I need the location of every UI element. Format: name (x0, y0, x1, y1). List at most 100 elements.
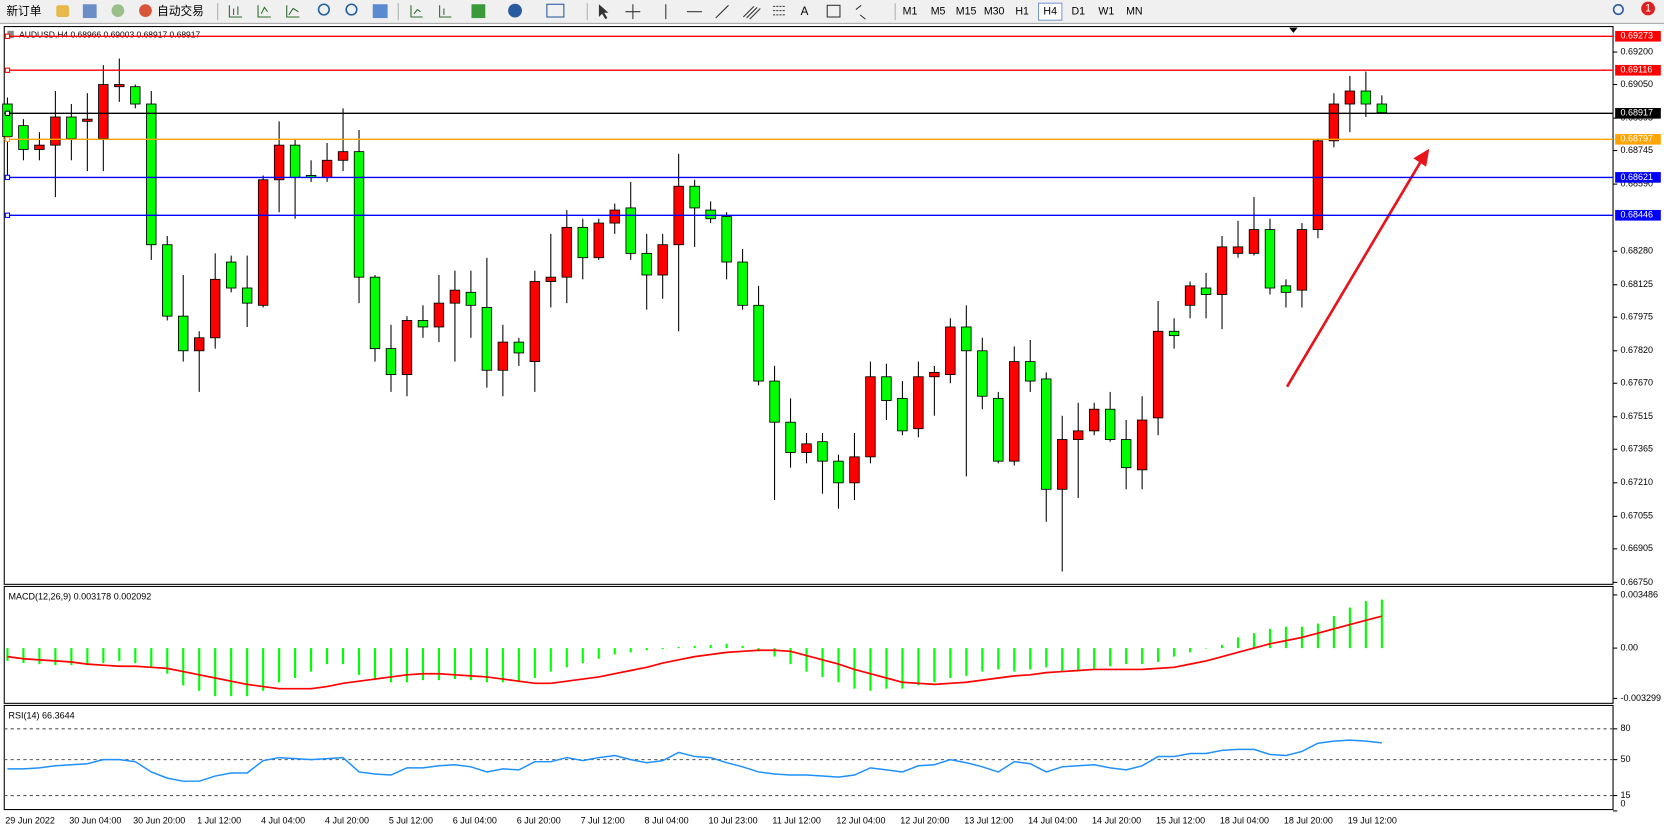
icon[interactable] (257, 5, 271, 18)
fibo-tool[interactable] (773, 5, 786, 16)
macd-bar (1173, 648, 1176, 657)
icon[interactable] (439, 5, 452, 18)
new-order-button[interactable]: 新订单 (6, 4, 41, 18)
timeframe-button[interactable]: H1 (1015, 5, 1029, 17)
candle-body (529, 281, 541, 363)
annotation-arrow (1285, 160, 1422, 388)
x-tick-label: 14 Jul 20:00 (1092, 816, 1141, 826)
timeframe-button[interactable]: M15 (956, 5, 977, 17)
y-tick-label: 0.68590 (1620, 178, 1653, 188)
candle-body (194, 337, 205, 352)
timeframe-button[interactable]: H4 (1043, 5, 1057, 17)
icon[interactable] (56, 5, 70, 17)
timeframe-button[interactable]: M30 (984, 5, 1005, 17)
cursor-tool[interactable] (598, 4, 609, 20)
macd-bar (357, 648, 361, 675)
candle-body (465, 291, 477, 306)
x-tick-label: 6 Jul 04:00 (453, 816, 497, 826)
y-tick-label: 0.67055 (1620, 511, 1653, 521)
y-tick-label: 0.66905 (1620, 543, 1653, 553)
macd-bar (1157, 648, 1160, 662)
notification-badge[interactable] (1641, 1, 1655, 16)
y-tick-label: -0.003299 (1620, 693, 1661, 703)
candle-body (1009, 361, 1020, 462)
zoom-out[interactable] (345, 3, 358, 16)
zoom-in[interactable] (317, 3, 330, 16)
arrows-tool[interactable] (855, 4, 866, 20)
macd-bar (933, 648, 936, 683)
x-tick-label: 4 Jul 20:00 (325, 816, 369, 826)
notification-count[interactable]: 1 (1645, 2, 1651, 14)
candle-body (369, 276, 381, 350)
icon[interactable] (286, 5, 300, 18)
macd-bar (437, 648, 440, 681)
crosshair-tool[interactable] (625, 4, 641, 20)
price-label-bg (1615, 172, 1661, 183)
icon[interactable] (471, 4, 486, 19)
macd-bar (118, 648, 121, 661)
macd-bar (1093, 648, 1096, 670)
candle-body (289, 144, 301, 179)
x-tick-label: 10 Jul 23:00 (709, 816, 758, 826)
candle-body (98, 84, 109, 140)
macd-bar (1189, 648, 1192, 653)
icon[interactable] (111, 4, 125, 17)
candle-body (705, 209, 716, 220)
macd-bar (1220, 644, 1224, 649)
icon[interactable] (410, 5, 423, 18)
macd-bar (613, 648, 616, 655)
macd-bar (166, 648, 169, 674)
channel-tool[interactable] (742, 5, 761, 20)
timeframe-button[interactable]: D1 (1071, 5, 1085, 17)
candle-body (273, 144, 285, 181)
candle-body (50, 116, 61, 146)
y-tick-label: 0.67975 (1620, 312, 1653, 322)
candle-body (1057, 439, 1068, 490)
macd-bar (1332, 616, 1335, 649)
x-tick-label: 12 Jul 20:00 (900, 816, 949, 826)
candle-body (146, 103, 157, 246)
macd-bar (645, 648, 648, 651)
macd-bar (310, 648, 313, 672)
macd-bar (533, 648, 536, 678)
y-tick-label: 0.67670 (1620, 378, 1653, 388)
timeframe-button[interactable]: M1 (903, 5, 918, 17)
macd-bar (1061, 648, 1064, 672)
x-tick-label: 18 Jul 20:00 (1284, 816, 1333, 826)
macd-bar (453, 648, 456, 680)
trendline-tool[interactable] (715, 4, 729, 19)
macd-bar (405, 648, 409, 683)
candle-body (945, 326, 956, 376)
candle-body (753, 304, 764, 382)
candle-body (401, 320, 413, 376)
search[interactable] (1612, 3, 1624, 16)
macd-bar (549, 648, 552, 672)
icon[interactable] (228, 5, 243, 18)
macd-bar (1236, 637, 1240, 649)
candle-body (513, 341, 525, 354)
candle-body (1200, 287, 1212, 295)
icon[interactable] (82, 4, 97, 19)
macd-bar (1268, 628, 1272, 649)
icon[interactable] (546, 3, 565, 18)
timeframe-button[interactable]: W1 (1098, 5, 1114, 17)
timeframe-button[interactable]: MN (1126, 5, 1142, 17)
candle-body (130, 86, 141, 105)
icon[interactable] (372, 4, 388, 19)
candle-body (769, 380, 780, 423)
y-tick-label: 0.68745 (1620, 145, 1653, 155)
candle-body (433, 302, 445, 328)
candle-body (1104, 408, 1116, 440)
auto-trading-button[interactable]: 自动交易 (157, 4, 204, 18)
macd-bar (22, 648, 25, 664)
candle-body (2, 103, 13, 137)
icon[interactable] (508, 3, 522, 18)
price-label-bg (1615, 133, 1661, 145)
shift-marker (1289, 27, 1298, 33)
text-tool[interactable]: A (801, 5, 809, 18)
auto-trading-icon[interactable] (139, 4, 152, 17)
label-tool[interactable] (826, 4, 841, 18)
x-tick-label: 4 Jul 04:00 (261, 816, 305, 826)
timeframe-button[interactable]: M5 (931, 5, 946, 17)
y-tick-label: 0.68125 (1620, 279, 1653, 289)
